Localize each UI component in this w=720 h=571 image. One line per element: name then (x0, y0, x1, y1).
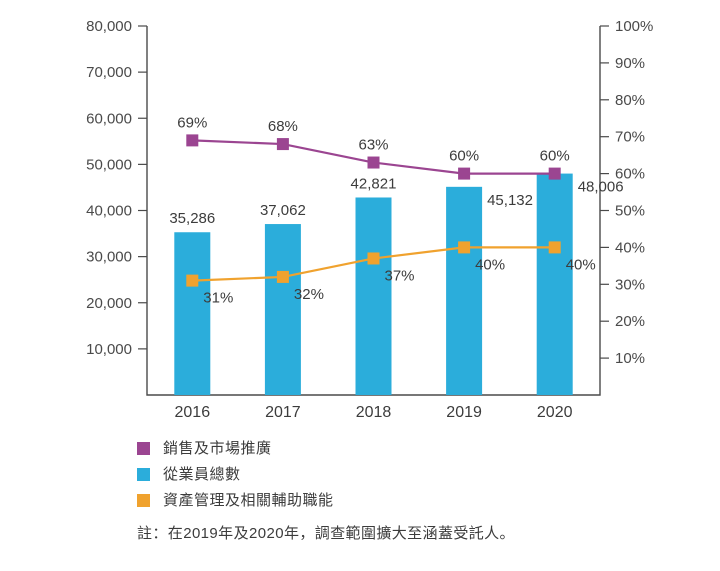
point-label-2017: 68% (268, 118, 298, 135)
right-axis-tick-label: 30% (615, 276, 645, 293)
bar-2019 (446, 186, 483, 395)
chart-note: 註：在2019年及2020年，調查範圍擴大至涵蓋受託人。 (137, 525, 515, 542)
right-axis-tick-label: 20% (615, 313, 645, 330)
legend-item-sales-marketing: 銷售及市場推廣 (137, 435, 617, 461)
point-label-2020: 40% (566, 256, 596, 273)
bar-2020 (536, 173, 573, 395)
bar-value-labels-group: 35,286 37,062 42,821 45,132 48,006 (169, 175, 623, 227)
left-axis-group: 10,000 20,000 30,000 40,000 50,000 60,000 70,0… (86, 18, 147, 358)
point-label-2016: 31% (203, 290, 233, 307)
right-axis-tick-label: 100% (615, 18, 653, 35)
left-axis-tick-label: 50,000 (86, 156, 132, 173)
point-label-2018: 63% (358, 137, 388, 154)
legend-label-total-practitioners: 從業員總數 (163, 465, 241, 483)
chart-legend: 銷售及市場推廣 從業員總數 資產管理及相關輔助職能 註：在2019年及2020年… (137, 435, 617, 543)
bar-value-label-2020: 48,006 (578, 179, 624, 196)
bar-value-label-2018: 42,821 (351, 175, 397, 192)
bar-value-label-2017: 37,062 (260, 202, 306, 219)
left-axis-tick-label: 30,000 (86, 249, 132, 266)
marker-2017 (276, 270, 289, 283)
point-label-2017: 32% (294, 286, 324, 303)
category-axis-labels-group: 2016 2017 2018 2019 2020 (175, 404, 573, 421)
bar-2017 (264, 224, 301, 395)
marker-2019 (458, 167, 471, 180)
right-axis-tick-label: 80% (615, 92, 645, 109)
left-axis-tick-label: 60,000 (86, 110, 132, 127)
legend-swatch-asset-management (137, 493, 150, 507)
category-label-2017: 2017 (265, 404, 301, 421)
right-axis-tick-label: 70% (615, 129, 645, 146)
marker-2020 (548, 167, 561, 180)
right-axis-tick-label: 10% (615, 350, 645, 367)
right-axis-tick-label: 90% (615, 55, 645, 72)
bar-value-label-2019: 45,132 (487, 192, 533, 209)
right-axis-tick-label: 50% (615, 203, 645, 220)
legend-item-total-practitioners: 從業員總數 (137, 461, 617, 487)
category-label-2016: 2016 (175, 404, 211, 421)
marker-2020 (548, 241, 561, 254)
category-label-2019: 2019 (446, 404, 482, 421)
point-label-2016: 69% (177, 114, 207, 131)
right-axis-group: 10% 20% 30% 40% 50% 60% 70% 80% 90% 100% (600, 18, 653, 367)
legend-item-asset-management: 資產管理及相關輔助職能 (137, 487, 617, 513)
bar-series-group (174, 173, 573, 395)
bar-value-label-2016: 35,286 (169, 210, 215, 227)
legend-label-sales-marketing: 銷售及市場推廣 (163, 439, 272, 457)
marker-2016 (186, 274, 199, 287)
marker-2019 (458, 241, 471, 254)
bar-2016 (174, 232, 211, 395)
legend-swatch-sales-marketing (137, 441, 150, 455)
marker-2017 (276, 138, 289, 151)
point-label-2019: 60% (449, 148, 479, 165)
marker-2018 (367, 252, 380, 265)
legend-label-asset-management: 資產管理及相關輔助職能 (163, 491, 334, 509)
purple-line-series-group: 69% 68% 63% 60% 60% (177, 114, 570, 180)
category-label-2018: 2018 (356, 404, 392, 421)
marker-2016 (186, 134, 199, 147)
point-label-2018: 37% (385, 267, 415, 284)
left-axis-tick-label: 40,000 (86, 203, 132, 220)
left-axis-tick-label: 20,000 (86, 295, 132, 312)
bar-2018 (355, 197, 392, 395)
left-axis-tick-label: 80,000 (86, 18, 132, 35)
legend-swatch-total-practitioners (137, 467, 150, 481)
left-axis-tick-label: 70,000 (86, 64, 132, 81)
point-label-2020: 60% (540, 148, 570, 165)
left-axis-tick-label: 10,000 (86, 341, 132, 358)
marker-2018 (367, 156, 380, 169)
category-label-2020: 2020 (537, 404, 573, 421)
orange-line-series-group: 31% 32% 37% 40% 40% (186, 241, 596, 307)
right-axis-tick-label: 60% (615, 166, 645, 183)
point-label-2019: 40% (475, 256, 505, 273)
right-axis-tick-label: 40% (615, 239, 645, 256)
